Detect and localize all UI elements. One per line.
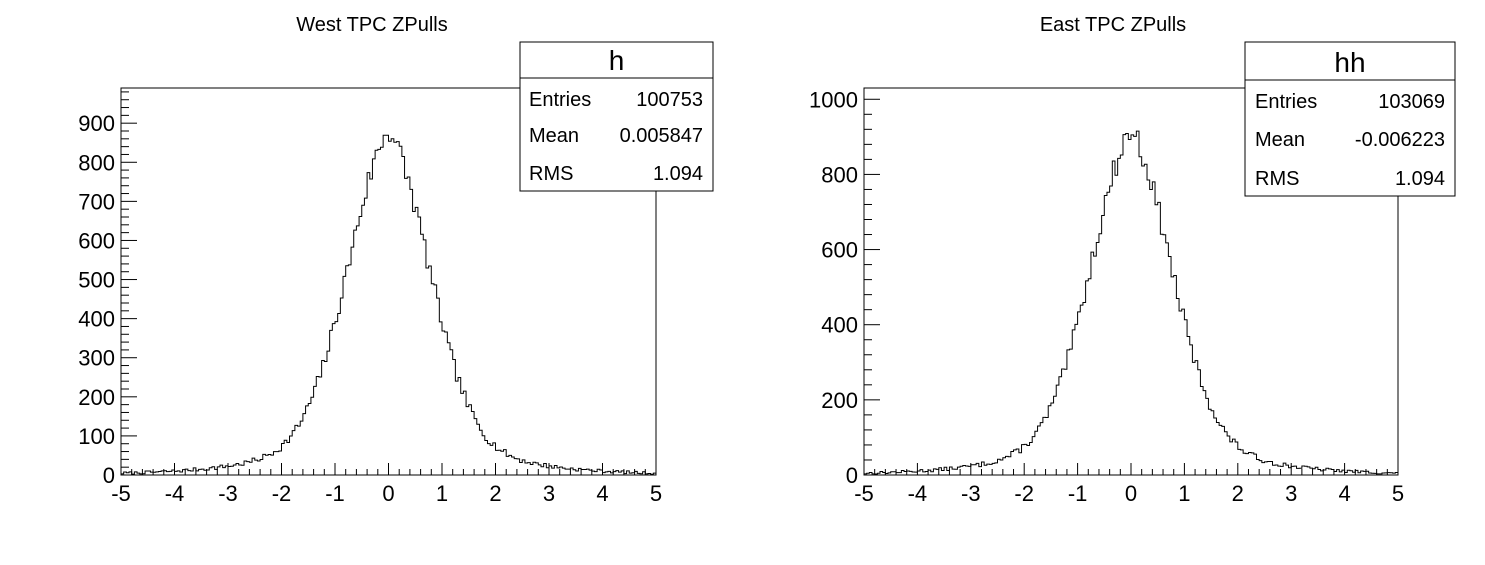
y-tick-label: 600 — [821, 238, 858, 263]
x-tick-label: -3 — [218, 481, 238, 506]
plot-area: -5 -4 -3 -2 -1 0 1 2 3 4 5 0 100 200 300 400 500 600 700 80… — [78, 87, 662, 506]
x-tick-label: 0 — [1125, 481, 1137, 506]
y-tick-label: 400 — [821, 313, 858, 338]
stats-name: hh — [1334, 47, 1365, 78]
x-tick-label: -5 — [111, 481, 131, 506]
x-tick-label: 5 — [650, 481, 662, 506]
y-tick-label: 500 — [78, 268, 115, 293]
stats-label-entries: Entries — [1255, 91, 1317, 113]
y-tick-label: 700 — [78, 189, 115, 214]
x-tick-label: -3 — [961, 481, 981, 506]
y-tick-label: 300 — [78, 346, 115, 371]
pad-east: East TPC ZPulls -5 -4 -3 -2 -1 0 1 2 3 4 5 0 200 400 6… — [809, 14, 1456, 506]
x-tick-label: 2 — [489, 481, 501, 506]
stats-label-mean: Mean — [1255, 129, 1305, 151]
x-tick-label: 2 — [1232, 481, 1244, 506]
x-tick-label: 0 — [382, 481, 394, 506]
stats-label-mean: Mean — [529, 125, 579, 147]
x-tick-label: 1 — [1178, 481, 1190, 506]
y-tick-label: 400 — [78, 307, 115, 332]
stats-value-rms: 1.094 — [1395, 168, 1445, 190]
y-tick-label: 800 — [821, 162, 858, 187]
x-tick-label: 1 — [436, 481, 448, 506]
pad-west: West TPC ZPulls -5 -4 -3 -2 -1 0 1 2 3 4 5 0 100 200 3… — [78, 14, 714, 506]
x-tick-label: -2 — [1014, 481, 1034, 506]
y-tick-label: 0 — [103, 463, 115, 488]
stats-box: hh Entries 103069 Mean -0.006223 RMS 1.0… — [1244, 41, 1456, 197]
stats-value-entries: 103069 — [1378, 91, 1445, 113]
stats-value-entries: 100753 — [636, 89, 703, 111]
y-tick-label: 200 — [821, 388, 858, 413]
x-tick-label: -1 — [1068, 481, 1088, 506]
y-tick-label: 800 — [78, 150, 115, 175]
plot-area: -5 -4 -3 -2 -1 0 1 2 3 4 5 0 200 400 600 800 1000 — [809, 87, 1404, 506]
y-tick-label: 200 — [78, 385, 115, 410]
stats-name: h — [609, 45, 625, 76]
y-tick-label: 600 — [78, 228, 115, 253]
chart-title: West TPC ZPulls — [296, 14, 448, 36]
x-tick-label: 3 — [543, 481, 555, 506]
stats-value-mean: 0.005847 — [620, 125, 703, 147]
y-tick-label: 900 — [78, 111, 115, 136]
x-tick-label: -4 — [165, 481, 185, 506]
stats-box-frame — [1244, 41, 1456, 197]
stats-value-rms: 1.094 — [653, 163, 703, 185]
chart-title: East TPC ZPulls — [1040, 14, 1186, 36]
stats-value-mean: -0.006223 — [1355, 129, 1445, 151]
x-tick-label: -4 — [908, 481, 928, 506]
x-tick-label: 4 — [1338, 481, 1350, 506]
y-tick-label: 100 — [78, 424, 115, 449]
histogram-series — [864, 130, 1398, 475]
x-tick-label: 3 — [1285, 481, 1297, 506]
histogram-series — [121, 134, 656, 475]
y-tick-label: 1000 — [809, 87, 858, 112]
stats-box-frame — [519, 41, 714, 192]
x-tick-label: 5 — [1392, 481, 1404, 506]
y-tick-label: 0 — [846, 463, 858, 488]
x-tick-label: -5 — [854, 481, 874, 506]
stats-label-rms: RMS — [529, 163, 573, 185]
x-tick-label: -1 — [325, 481, 345, 506]
stats-box: h Entries 100753 Mean 0.005847 RMS 1.094 — [519, 41, 714, 192]
stats-label-rms: RMS — [1255, 168, 1299, 190]
x-tick-label: -2 — [272, 481, 292, 506]
x-tick-label: 4 — [596, 481, 608, 506]
stats-label-entries: Entries — [529, 89, 591, 111]
